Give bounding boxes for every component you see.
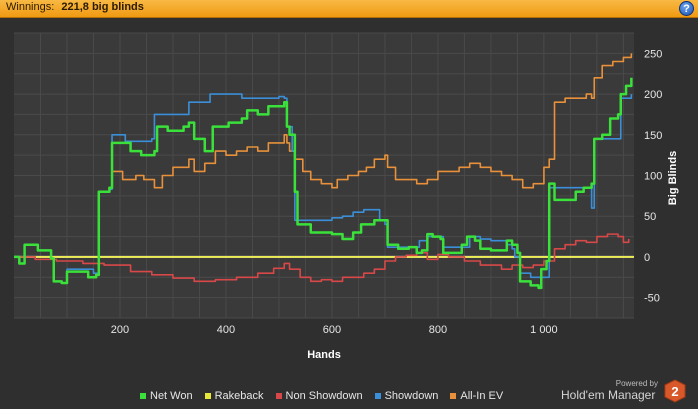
legend-swatch: [275, 393, 282, 399]
x-tick-label: 200: [111, 324, 129, 336]
y-tick-label: 0: [644, 252, 650, 264]
legend: Net Won Rakeback Non Showdown Showdown All-I…: [140, 389, 503, 403]
legend-label: Showdown: [384, 390, 439, 402]
legend-label: Net Won: [150, 390, 193, 402]
y-tick-label: 50: [644, 211, 656, 223]
x-tick-label: 800: [429, 324, 447, 336]
y-axis-label: Big Blinds: [667, 151, 679, 205]
y-tick-label: 250: [644, 48, 662, 60]
y-tick-label: 150: [644, 130, 662, 142]
y-tick-label: 200: [644, 89, 662, 101]
legend-label: Non Showdown: [285, 390, 363, 402]
legend-swatch: [374, 393, 381, 399]
y-tick-label: -50: [644, 293, 660, 305]
hm2-logo-icon: 2: [664, 379, 686, 403]
x-tick-label: 1 000: [530, 324, 558, 336]
header-bar: Winnings: 221,8 big blinds ?: [0, 0, 698, 18]
x-axis: 200 400 600 800 1 000: [111, 324, 558, 336]
legend-item[interactable]: Rakeback: [204, 389, 264, 403]
y-axis: -50 0 50 100 150 200 250: [644, 48, 662, 304]
winnings-chart: 200 400 600 800 1 000 -50 0 50 100 150 200 250 Han…: [14, 32, 679, 361]
legend-item[interactable]: Net Won: [140, 389, 193, 403]
legend-item[interactable]: Non Showdown: [275, 389, 363, 403]
winnings-label: Winnings:: [6, 1, 55, 13]
legend-item[interactable]: Showdown: [374, 389, 439, 403]
logo-badge: 2: [671, 384, 678, 399]
legend-item[interactable]: All-In EV: [450, 389, 503, 403]
legend-swatch: [450, 393, 457, 399]
legend-swatch: [204, 393, 211, 399]
help-icon[interactable]: ?: [679, 1, 694, 16]
legend-label: Rakeback: [214, 390, 264, 402]
legend-label: All-In EV: [460, 390, 504, 402]
grid: [14, 32, 634, 319]
series-line-non-showdown: [14, 233, 630, 283]
series-layer: [14, 53, 634, 290]
series-line-net-won: [14, 77, 633, 290]
legend-swatch: [140, 393, 146, 399]
winnings-summary: Winnings: 221,8 big blinds: [6, 1, 144, 13]
winnings-value: 221,8 big blinds: [61, 1, 144, 13]
powered-by-text: Powered by: [615, 379, 658, 388]
x-axis-label: Hands: [307, 349, 341, 361]
y-tick-label: 100: [644, 171, 662, 183]
x-tick-label: 400: [217, 324, 235, 336]
brand-name: Hold'em Manager: [561, 388, 656, 402]
x-tick-label: 600: [323, 324, 341, 336]
